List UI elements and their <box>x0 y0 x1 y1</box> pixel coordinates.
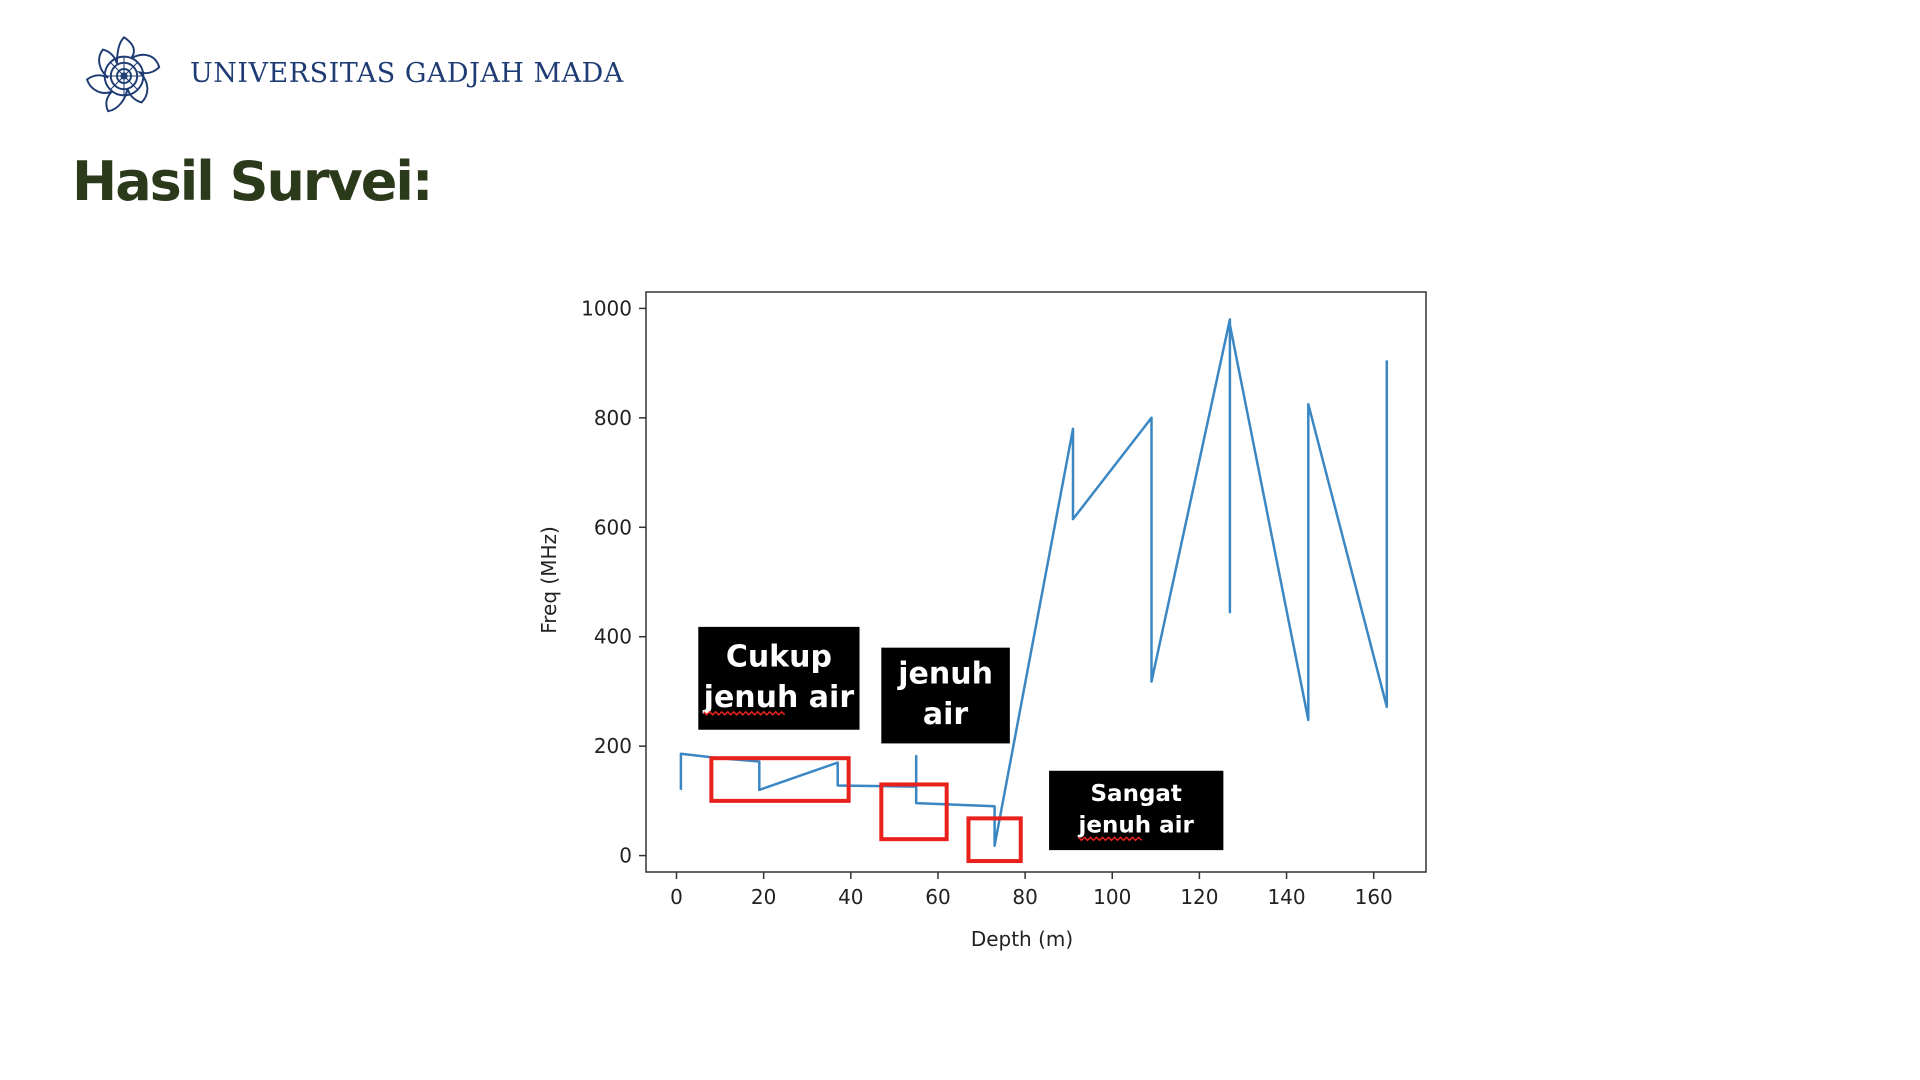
x-tick-label: 100 <box>1093 885 1131 909</box>
highlight-layer <box>709 756 1023 864</box>
y-tick-label: 400 <box>594 625 632 649</box>
series-layer <box>679 318 1389 847</box>
university-name: UNIVERSITAS GADJAH MADA <box>190 58 624 89</box>
highlight-box <box>879 782 949 842</box>
callout-box <box>698 626 860 730</box>
spellcheck-underline <box>703 710 786 716</box>
callout-box <box>881 647 1010 744</box>
x-tick-label: 120 <box>1180 885 1218 909</box>
annotation-callout: Cukup jenuh air <box>698 626 860 730</box>
y-tick-label: 0 <box>619 844 632 868</box>
x-tick-label: 20 <box>751 885 776 909</box>
callout-text: jenuh <box>897 657 993 692</box>
annotation-callout: jenuh air <box>881 647 1010 744</box>
annotation-callout: Sangat jenuh air <box>1049 770 1224 851</box>
x-axis-label: Depth (m) <box>971 927 1073 951</box>
callout-text: jenuh air <box>703 680 855 715</box>
series-line <box>679 318 1389 847</box>
highlight-box <box>966 816 1023 864</box>
x-tick-label: 160 <box>1355 885 1393 909</box>
slide-title: Hasil Survei: <box>72 150 433 213</box>
x-axis: 0 20 40 60 80 100 120 140 160 <box>670 872 1393 909</box>
x-tick-label: 140 <box>1267 885 1305 909</box>
x-tick-label: 0 <box>670 885 683 909</box>
x-tick-label: 40 <box>838 885 863 909</box>
plot-frame <box>645 291 1427 873</box>
y-tick-label: 600 <box>594 515 632 539</box>
y-axis: 0 200 400 600 800 1000 <box>581 296 646 868</box>
x-tick-label: 80 <box>1012 885 1037 909</box>
y-axis-label: Freq (MHz) <box>537 526 561 634</box>
callout-box <box>1049 770 1224 851</box>
y-tick-label: 1000 <box>581 296 632 320</box>
x-tick-label: 60 <box>925 885 950 909</box>
callout-text: Sangat <box>1090 781 1181 807</box>
spellcheck-underline <box>1077 836 1143 842</box>
callout-text: Cukup <box>726 639 832 674</box>
highlight-box <box>709 756 851 803</box>
ugm-seal-icon <box>85 36 161 113</box>
callout-text: jenuh air <box>1078 812 1195 838</box>
y-tick-label: 800 <box>594 406 632 430</box>
y-tick-label: 200 <box>594 734 632 758</box>
callout-text: air <box>923 697 969 732</box>
